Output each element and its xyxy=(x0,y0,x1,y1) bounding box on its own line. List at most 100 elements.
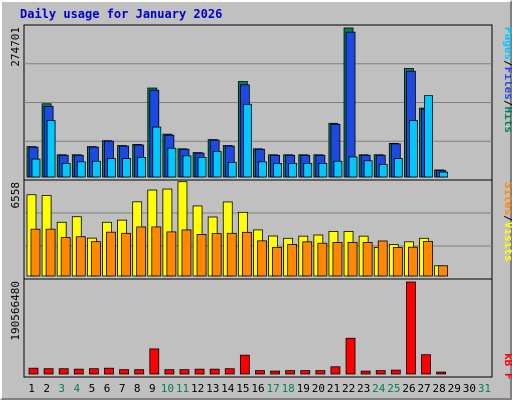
bar-pages xyxy=(212,151,222,178)
x-tick-label: 11 xyxy=(176,382,189,395)
x-tick-label: 10 xyxy=(161,382,174,395)
bar-pages xyxy=(242,103,252,178)
bar-sites xyxy=(408,246,418,277)
bar-sites xyxy=(196,234,207,277)
bar-kbytes xyxy=(58,368,69,375)
bar-pages xyxy=(61,163,71,178)
x-tick-label: 5 xyxy=(89,382,96,395)
bar-pages xyxy=(167,147,177,178)
legend-segment: / xyxy=(502,60,512,67)
bar-sites xyxy=(423,240,433,277)
x-tick-label: 9 xyxy=(149,382,156,395)
right-legend-bottom: kB F xyxy=(502,353,512,380)
bar-sites xyxy=(347,241,358,277)
bar-kbytes xyxy=(119,369,129,375)
bar-pages xyxy=(409,120,418,178)
legend-segment: Visits xyxy=(502,222,512,262)
x-tick-label: 2 xyxy=(43,382,50,395)
bar-sites xyxy=(30,228,41,277)
bar-kbytes xyxy=(330,366,341,375)
x-tick-label: 13 xyxy=(206,382,219,395)
bar-sites xyxy=(438,265,449,277)
x-tick-label: 29 xyxy=(448,382,461,395)
bar-kbytes xyxy=(375,370,386,375)
bar-sites xyxy=(75,236,86,277)
x-tick-label: 16 xyxy=(251,382,264,395)
x-tick-label: 1 xyxy=(28,382,35,395)
bar-kbytes xyxy=(315,370,326,375)
x-tick-label: 23 xyxy=(357,382,370,395)
x-tick-label: 30 xyxy=(463,382,476,395)
bar-pages xyxy=(31,158,41,178)
bar-kbytes xyxy=(255,370,265,375)
bar-sites xyxy=(362,241,373,277)
bar-kbytes xyxy=(28,367,39,375)
bar-kbytes xyxy=(285,370,296,375)
bar-kbytes xyxy=(88,368,99,375)
bar-kbytes xyxy=(406,281,416,375)
chart-title: Daily usage for January 2026 xyxy=(20,7,223,21)
bar-kbytes xyxy=(239,354,250,375)
x-tick-label: 25 xyxy=(387,382,400,395)
bar-kbytes xyxy=(149,348,160,375)
bar-pages xyxy=(197,157,207,178)
bar-pages xyxy=(91,160,101,178)
bar-sites xyxy=(302,241,313,277)
bar-sites xyxy=(136,226,147,277)
bar-sites xyxy=(377,240,388,277)
bar-sites xyxy=(211,233,222,277)
bar-pages xyxy=(182,155,192,178)
x-tick-label: 20 xyxy=(312,382,325,395)
legend-segment: / xyxy=(502,100,512,107)
x-tick-label: 24 xyxy=(372,382,386,395)
bar-sites xyxy=(60,237,71,277)
bar-sites xyxy=(392,247,403,277)
bar-sites xyxy=(272,246,282,277)
bar-pages xyxy=(303,163,313,178)
right-legend-top: Pages/Files/Hits xyxy=(502,27,512,133)
x-tick-label: 31 xyxy=(478,382,491,395)
bar-pages xyxy=(393,158,403,178)
bar-pages xyxy=(137,157,147,178)
legend-segment: Hits xyxy=(502,107,512,134)
bar-sites xyxy=(332,241,343,277)
bar-pages xyxy=(424,95,433,178)
bar-sites xyxy=(151,226,162,277)
bar-kbytes xyxy=(345,337,356,375)
bar-sites xyxy=(287,244,298,277)
bar-pages xyxy=(439,171,449,178)
bar-pages xyxy=(107,158,116,178)
bar-pages xyxy=(258,161,267,178)
bar-pages xyxy=(363,160,373,178)
bar-kbytes xyxy=(390,369,401,375)
x-tick-label: 4 xyxy=(74,382,81,395)
x-tick-label: 14 xyxy=(221,382,235,395)
bar-kbytes xyxy=(134,369,145,375)
bar-kbytes xyxy=(436,371,447,375)
bar-kbytes xyxy=(43,368,54,375)
bar-pages xyxy=(348,156,358,178)
legend-segment: Files xyxy=(502,67,512,100)
bar-sites xyxy=(317,242,328,277)
bar-pages xyxy=(288,163,298,178)
bar-pages xyxy=(378,164,388,178)
bar-kbytes xyxy=(270,370,280,375)
bar-pages xyxy=(76,161,86,178)
x-tick-label: 27 xyxy=(417,382,430,395)
bar-sites xyxy=(166,231,177,277)
bar-pages xyxy=(46,120,56,178)
right-legend-middle: Sites/Visits xyxy=(502,182,512,262)
x-tick-label: 19 xyxy=(297,382,310,395)
bar-pages xyxy=(273,163,282,178)
x-tick-label: 7 xyxy=(119,382,126,395)
x-tick-label: 17 xyxy=(266,382,279,395)
x-tick-label: 6 xyxy=(104,382,111,395)
bar-kbytes xyxy=(179,369,190,375)
bar-pages xyxy=(333,160,343,178)
bar-files xyxy=(345,31,356,178)
ymax-label: 274701 xyxy=(9,27,22,67)
ymax-label: 190566480 xyxy=(9,281,22,341)
x-tick-label: 26 xyxy=(402,382,415,395)
bar-sites xyxy=(90,241,101,277)
legend-segment: / xyxy=(502,215,512,222)
